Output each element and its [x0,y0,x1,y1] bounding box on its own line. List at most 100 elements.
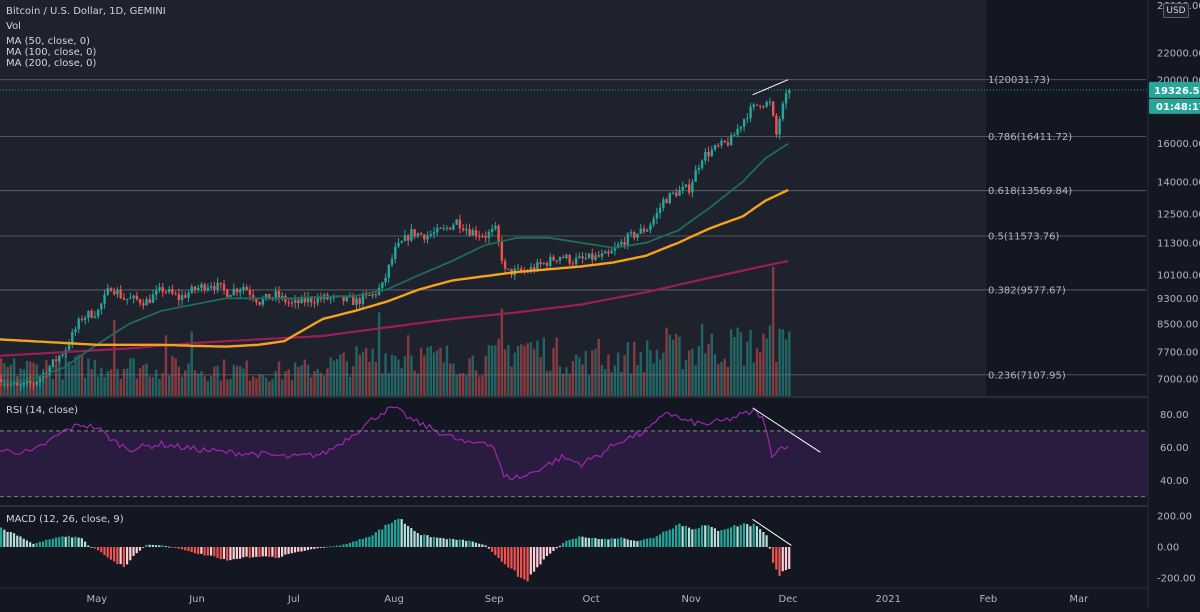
macd-bar [368,536,371,547]
candle-body [203,284,206,291]
volume-bar [348,376,352,396]
macd-bar [733,525,736,547]
volume-bar [523,345,526,396]
volume-bar [788,331,791,396]
macd-bar [455,539,458,547]
volume-bar [681,369,684,396]
macd-bar [749,526,752,547]
candle-body [655,212,659,219]
candle-body [122,297,126,300]
indicator-ma200[interactable]: MA (200, close, 0) [6,58,96,69]
volume-bar [539,357,542,396]
candle-body [558,256,562,261]
candle-body [623,242,626,246]
macd-bar [323,547,326,548]
macd-title[interactable]: MACD (12, 26, close, 9) [6,514,124,525]
candle-body [371,294,374,296]
macd-bar [642,539,645,547]
candle-body [403,235,407,242]
candle-body [746,118,749,120]
rsi-series [0,406,1148,498]
volume-bar [578,357,581,396]
macd-bar [229,547,232,561]
macd-bar [119,547,122,565]
volume-bar [306,364,310,396]
macd-bar [678,523,681,547]
volume-bar [549,370,552,396]
macd-bar [54,537,58,547]
volume-bar [187,363,190,396]
volume-bar [490,345,494,396]
macd-bar [64,536,67,547]
rsi-title[interactable]: RSI (14, close) [6,405,78,416]
volume-bar [45,360,48,396]
volume-bar [694,365,697,396]
volume-bar [410,355,413,396]
macd-bar [445,539,448,547]
rsi-trendline [752,407,821,453]
candle-body [390,259,394,265]
volume-bar [749,329,752,396]
volume-bar [35,364,38,396]
macd-bar [629,540,633,547]
candle-body [574,257,578,265]
symbol-title[interactable]: Bitcoin / U.S. Dollar, 1D, GEMINI [6,6,166,17]
fib-retracement[interactable]: 1(20031.73) 0.786(16411.72) 0.618(13569.84… [0,75,1148,381]
candle-body [48,367,51,375]
volume-bar [364,348,368,396]
candle-body [471,230,474,236]
macd-bar [41,541,45,547]
volume-bar [581,364,584,396]
indicator-vol[interactable]: Vol [6,21,21,32]
macd-bar [67,535,71,547]
candle-body [209,286,213,288]
trendlines[interactable] [752,79,821,546]
volume-bar [174,358,177,396]
indicator-ma50[interactable]: MA (50, close, 0) [6,36,90,47]
macd-bar [281,547,284,557]
candle-body [261,298,265,305]
volume-bar [390,354,394,396]
macd-bar [406,525,410,547]
candle-body [771,101,775,116]
macd-bar [200,547,203,554]
volume-bar [155,369,158,396]
candle-body [187,292,190,298]
candle-body [578,256,581,258]
volume-bar [106,370,109,396]
candle-body [781,103,785,120]
macd-bar [219,547,222,560]
volume-bar [613,365,617,396]
macd-bar [209,547,213,556]
time-axis-label: Jul [287,594,300,605]
candle-body [739,126,743,129]
currency-button[interactable]: USD [1163,3,1189,18]
macd-bar [739,525,742,547]
volume-bar [239,366,242,396]
volume-bar [93,359,97,396]
macd-bar [416,533,419,547]
macd-bar [190,547,193,553]
macd-bar [432,536,436,547]
candle-body [345,296,349,302]
candle-body [520,268,523,272]
indicator-ma100[interactable]: MA (100, close, 0) [6,47,96,58]
candle-body [516,268,520,270]
volume-bar [571,361,575,396]
candle-body [723,140,726,143]
macd-bar [684,525,687,547]
macd-bar [778,547,781,576]
macd-bar [58,537,61,547]
candle-body [616,244,620,248]
candle-body [316,297,319,304]
volume-bar [629,373,633,396]
volume-bar [587,375,591,396]
macd-bar [652,538,655,547]
candle-body [96,309,100,317]
volume-bar [516,345,520,396]
volume-bar [649,350,652,396]
volume-bar [58,355,61,396]
volume-bar [329,357,332,396]
volume-bar [568,373,571,396]
